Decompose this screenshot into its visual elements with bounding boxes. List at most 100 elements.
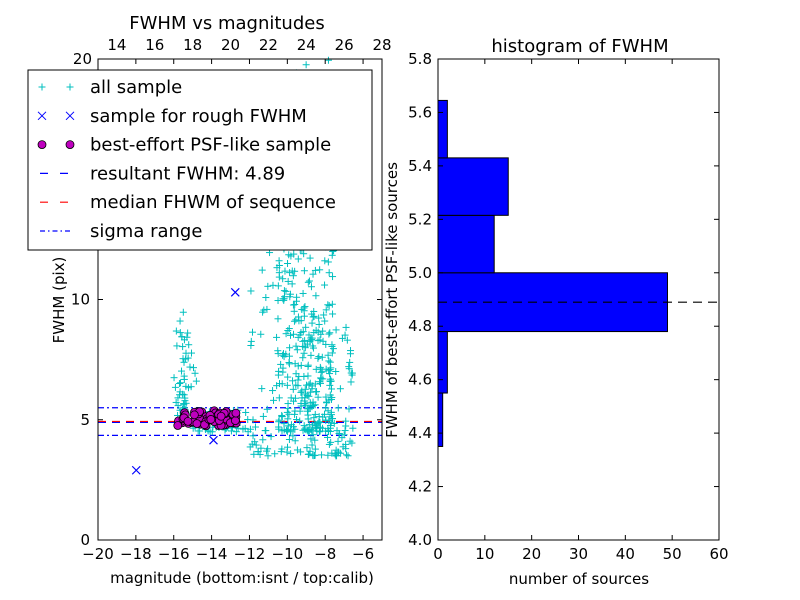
all-sample-point	[263, 447, 271, 455]
all-sample-point	[178, 367, 186, 375]
all-sample-point	[325, 330, 333, 338]
all-sample-point	[285, 251, 293, 259]
all-sample-point	[334, 404, 342, 412]
all-sample-point	[297, 388, 305, 396]
legend-entry-resultant: resultant FWHM: 4.89	[40, 163, 285, 184]
all-sample-point	[311, 266, 319, 274]
rough-sample-stroke	[230, 287, 240, 297]
scatter-y-ticks: 0 5 10	[71, 291, 382, 549]
all-sample-point	[308, 319, 316, 327]
scatter-x-tick-label: −6	[352, 545, 374, 563]
all-sample-point	[284, 277, 292, 285]
best-sample-point	[183, 416, 193, 426]
all-sample-point	[327, 364, 335, 372]
legend-label: resultant FWHM: 4.89	[90, 163, 285, 184]
all-sample-point	[289, 272, 297, 280]
all-sample-point	[184, 329, 192, 337]
all-sample-point	[325, 269, 333, 277]
all-sample-point	[324, 56, 332, 64]
all-sample-point	[291, 267, 299, 275]
all-sample-point	[308, 310, 316, 318]
all-sample-point	[299, 354, 307, 362]
all-sample-point	[304, 361, 312, 369]
all-sample-point	[290, 307, 298, 315]
all-sample-point	[292, 381, 300, 389]
all-sample-point	[325, 440, 333, 448]
all-sample-point	[307, 388, 315, 396]
legend-label: median FHWM of sequence	[90, 192, 336, 213]
all-sample-point	[275, 269, 283, 277]
all-sample-point	[319, 327, 327, 335]
scatter-y-tick-label: 5	[80, 411, 90, 429]
all-sample-point	[349, 424, 357, 432]
all-sample-point	[259, 412, 267, 420]
all-sample-point	[336, 385, 344, 393]
histogram-x-tick-label: 20	[522, 545, 541, 563]
scatter-y-tick-label: 0	[80, 531, 90, 549]
all-sample-point	[280, 420, 288, 428]
all-sample-point	[176, 317, 184, 325]
all-sample-point	[185, 341, 193, 349]
legend-best-marker	[37, 140, 47, 150]
all-sample-point	[297, 399, 305, 407]
all-sample-point	[342, 417, 350, 425]
histogram-y-tick-label: 5.0	[408, 264, 432, 282]
scatter-x-tick-label: −18	[120, 545, 152, 563]
all-sample-point	[264, 282, 272, 290]
all-sample-point	[304, 411, 312, 419]
all-sample-point	[315, 418, 323, 426]
histogram-bar	[437, 392, 444, 447]
all-sample-point	[346, 350, 354, 358]
all-sample-point	[318, 451, 326, 459]
all-sample-point	[267, 433, 275, 441]
histogram-y-tick-label: 4.8	[408, 317, 432, 335]
scatter-x-tick-label: −14	[196, 545, 228, 563]
all-sample-point	[324, 433, 332, 441]
histogram-panel: 0 10 20 30 40 50 60 4.0 4.2 4.4 4.6 4.8 5.0 5.2 5.4 5.…	[383, 36, 729, 588]
scatter-x-tick-label: −12	[234, 545, 266, 563]
all-sample-point	[271, 450, 279, 458]
all-sample-point	[247, 337, 255, 345]
all-sample-point	[308, 382, 316, 390]
all-sample-point	[297, 361, 305, 369]
all-sample-point	[341, 427, 349, 435]
all-sample-point	[280, 353, 288, 361]
all-sample-point	[258, 266, 266, 274]
all-sample-point	[284, 327, 292, 335]
all-sample-point	[294, 362, 302, 370]
all-sample-point	[251, 423, 259, 431]
all-sample-point	[174, 402, 182, 410]
all-sample-point	[232, 428, 240, 436]
all-sample-point	[342, 440, 350, 448]
all-sample-point	[306, 338, 314, 346]
all-sample-point	[316, 266, 324, 274]
scatter-panel: −20 −18 −16 −14 −12 −10 −8 −6 14 16 18 20 22 24 26 28 …	[50, 13, 392, 587]
all-sample-point	[274, 297, 282, 305]
all-sample-point	[291, 437, 299, 445]
best-sample-point	[206, 415, 216, 424]
all-sample-point	[269, 396, 277, 404]
legend-entry-all: all sample	[38, 77, 182, 98]
scatter-y-label: FWHM (pix)	[50, 257, 68, 344]
all-sample-point	[275, 425, 283, 433]
all-sample-point	[291, 407, 299, 415]
all-sample-point	[180, 358, 188, 366]
histogram-y-tick-label: 4.0	[408, 531, 432, 549]
scatter-top-x-tick-label: 18	[183, 36, 202, 54]
all-sample-point	[261, 427, 269, 435]
all-sample-point	[287, 421, 295, 429]
all-sample-point	[321, 317, 329, 325]
all-sample-point	[303, 444, 311, 452]
all-sample-point	[171, 383, 179, 391]
scatter-top-x-tick-label: 26	[335, 36, 354, 54]
all-sample-point	[294, 255, 302, 263]
all-sample-point	[284, 422, 292, 430]
all-sample-point	[257, 330, 265, 338]
all-sample-point	[180, 401, 188, 409]
all-sample-point	[254, 448, 262, 456]
all-sample-point	[309, 342, 317, 350]
histogram-y-tick-label: 5.2	[408, 210, 432, 228]
all-sample-point	[192, 377, 200, 385]
all-sample-point	[297, 328, 305, 336]
